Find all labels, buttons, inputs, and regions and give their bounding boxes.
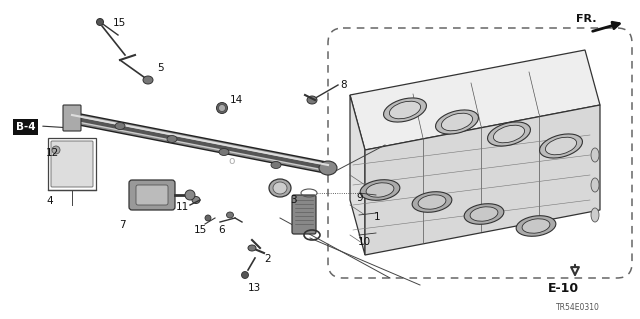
FancyBboxPatch shape — [129, 180, 175, 210]
Ellipse shape — [52, 146, 60, 154]
Text: B-4: B-4 — [16, 122, 36, 132]
Text: 9: 9 — [356, 193, 363, 203]
Ellipse shape — [185, 190, 195, 200]
Ellipse shape — [97, 19, 104, 26]
Ellipse shape — [273, 182, 287, 194]
Ellipse shape — [241, 271, 248, 278]
Text: 4: 4 — [46, 196, 52, 206]
Ellipse shape — [470, 207, 498, 221]
Ellipse shape — [360, 180, 400, 200]
Text: o: o — [228, 156, 234, 166]
Ellipse shape — [389, 101, 420, 119]
Ellipse shape — [591, 178, 599, 192]
Ellipse shape — [516, 216, 556, 236]
Ellipse shape — [442, 113, 472, 131]
Ellipse shape — [464, 204, 504, 224]
Text: 14: 14 — [230, 95, 243, 105]
Ellipse shape — [545, 137, 577, 155]
Text: 13: 13 — [248, 283, 261, 293]
Ellipse shape — [418, 195, 446, 209]
Ellipse shape — [540, 134, 582, 158]
Ellipse shape — [227, 212, 234, 218]
Ellipse shape — [522, 219, 550, 233]
Ellipse shape — [591, 208, 599, 222]
Text: 1: 1 — [374, 212, 381, 222]
Ellipse shape — [269, 179, 291, 197]
Ellipse shape — [436, 110, 479, 134]
Ellipse shape — [488, 122, 531, 146]
Ellipse shape — [218, 105, 225, 112]
Text: 6: 6 — [218, 225, 225, 235]
FancyBboxPatch shape — [136, 185, 168, 205]
Ellipse shape — [143, 76, 153, 84]
Text: E-10: E-10 — [548, 282, 579, 295]
Text: 12: 12 — [46, 148, 60, 158]
Ellipse shape — [219, 149, 229, 155]
Text: 15: 15 — [194, 225, 207, 235]
Ellipse shape — [248, 245, 256, 251]
Text: TR54E0310: TR54E0310 — [556, 303, 600, 312]
Ellipse shape — [591, 148, 599, 162]
Text: 7: 7 — [119, 220, 125, 230]
Ellipse shape — [412, 192, 452, 212]
Text: 5: 5 — [157, 63, 164, 73]
Bar — [48, 138, 96, 190]
Ellipse shape — [192, 197, 200, 204]
Polygon shape — [365, 105, 600, 255]
Text: 3: 3 — [290, 195, 296, 205]
Ellipse shape — [307, 96, 317, 104]
Ellipse shape — [205, 215, 211, 221]
Text: 2: 2 — [264, 254, 271, 264]
Ellipse shape — [167, 136, 177, 143]
Text: 10: 10 — [358, 237, 371, 247]
Ellipse shape — [115, 122, 125, 130]
Text: 8: 8 — [340, 80, 347, 90]
Text: 11: 11 — [176, 202, 189, 212]
Polygon shape — [350, 95, 365, 255]
Ellipse shape — [216, 102, 227, 114]
Polygon shape — [350, 50, 600, 150]
FancyBboxPatch shape — [63, 105, 81, 131]
Ellipse shape — [493, 125, 525, 143]
Ellipse shape — [271, 161, 281, 168]
Text: 15: 15 — [113, 18, 126, 28]
Text: FR.: FR. — [576, 14, 596, 24]
Ellipse shape — [319, 161, 337, 175]
FancyBboxPatch shape — [51, 141, 93, 187]
Ellipse shape — [366, 183, 394, 197]
Ellipse shape — [383, 98, 426, 122]
FancyBboxPatch shape — [292, 195, 316, 234]
